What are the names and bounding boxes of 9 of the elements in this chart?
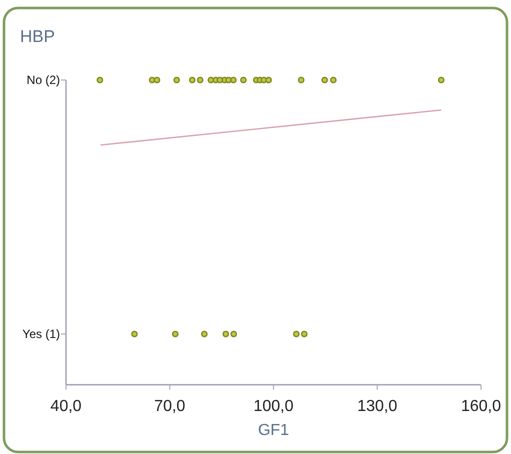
y-tick-label: Yes (1) [22, 327, 60, 342]
x-axis-title: GF1 [258, 422, 290, 439]
x-tick-label: 160,0 [460, 398, 502, 415]
x-tick-label: 40,0 [50, 398, 82, 415]
x-tick-label: 70,0 [154, 398, 186, 415]
chart-title: HBP [20, 27, 55, 46]
y-tick-label: No (2) [26, 73, 60, 88]
x-tick-label: 100,0 [253, 398, 294, 415]
x-tick-label: 130,0 [357, 398, 398, 415]
